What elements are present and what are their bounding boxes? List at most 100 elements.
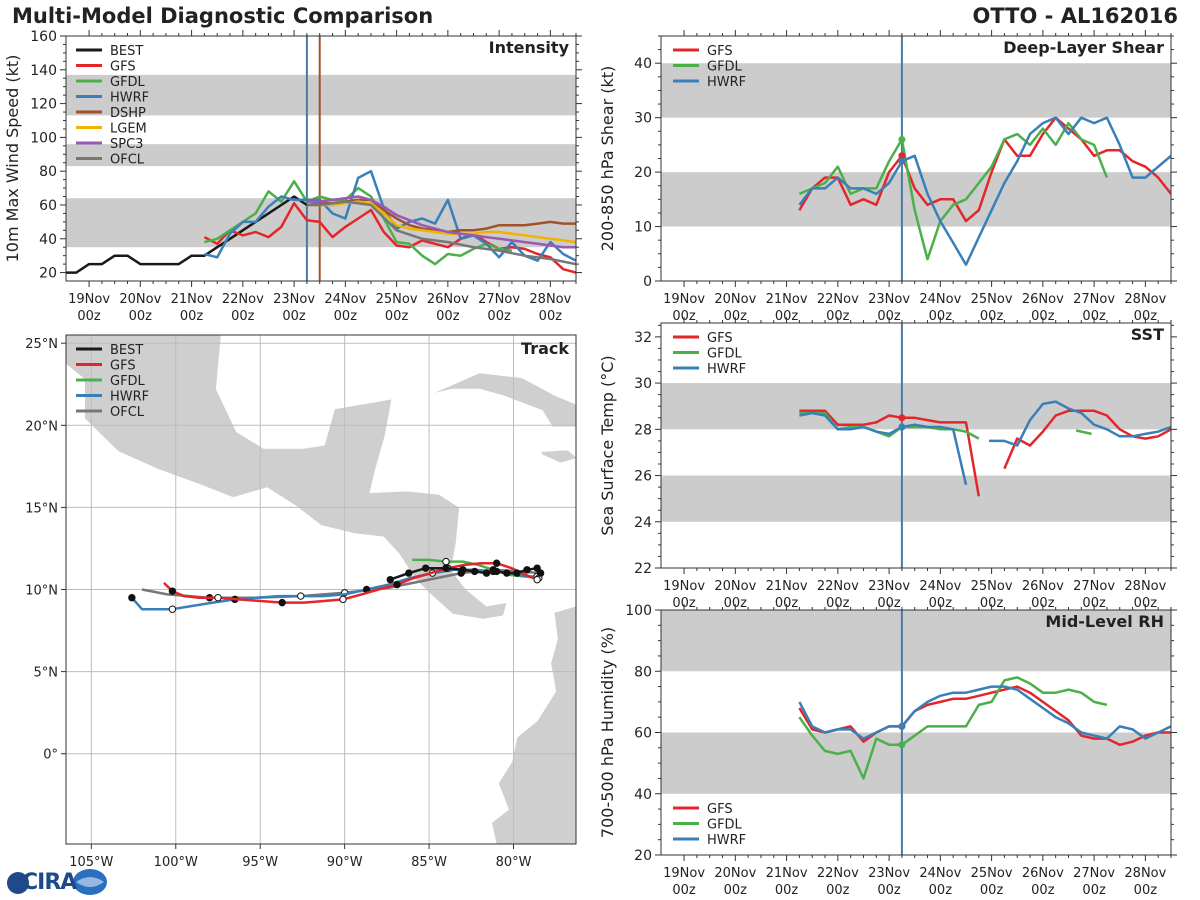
track-point-hwrf [128, 594, 136, 602]
x-tick-label: 00z [877, 883, 901, 898]
y-tick-label: 80 [634, 664, 652, 680]
rh-panel: 19Nov 00z 20Nov 00z 21Nov 00z 22Nov 00z 23Nov 00z… [598, 603, 1177, 898]
sst-title: SST [1131, 325, 1164, 344]
rh-frame [660, 609, 1172, 856]
track-point-gfs [393, 580, 401, 589]
track-point-best [492, 567, 501, 576]
x-tick-label: 21Nov [766, 579, 808, 594]
legend-label-gfdl: GFDL [707, 60, 743, 75]
init-point-hwrf [898, 157, 906, 165]
y-tick-label: 32 [634, 330, 652, 346]
series-line-gfs [1003, 409, 1171, 470]
x-tick-label: 00z [385, 309, 409, 324]
shear-y-axis-label: 200-850 hPa Shear (kt) [598, 66, 617, 252]
legend-label-hwrf: HWRF [707, 75, 746, 90]
x-tick-label: 00z [1031, 883, 1055, 898]
track-point-best [513, 569, 521, 577]
legend-label-hwrf: HWRF [707, 833, 746, 848]
y-tick-label: 20 [634, 848, 652, 864]
x-tick-label: 00z [1031, 596, 1055, 611]
track-point-gfs [492, 559, 501, 567]
series-line-hwrf [798, 116, 1171, 266]
x-tick-label: 24Nov [919, 866, 961, 881]
x-tick-label: 00z [672, 596, 696, 611]
track-point-hwrf [168, 605, 177, 613]
x-tick-label: 19Nov [663, 579, 705, 594]
series-line-spc3 [306, 195, 576, 249]
track-x-tick-label: 90°W [327, 855, 363, 870]
x-tick-label: 20Nov [714, 866, 756, 881]
x-tick-label: 22Nov [222, 292, 264, 307]
series-line-hwrf [799, 411, 968, 486]
rh-y-axis-label: 700-500 hPa Humidity (%) [598, 627, 617, 838]
x-tick-label: 00z [980, 596, 1004, 611]
x-tick-label: 00z [1134, 309, 1158, 324]
x-tick-label: 00z [334, 309, 358, 324]
x-tick-label: 00z [1134, 596, 1158, 611]
x-tick-label: 00z [1031, 309, 1055, 324]
sst-panel: 19Nov 00z 20Nov 00z 21Nov 00z 22Nov 00z 23Nov 00z… [598, 317, 1177, 611]
sst-plot-bg [661, 323, 1171, 568]
rh-series [798, 676, 1171, 780]
intensity-shade-band [66, 74, 576, 116]
x-tick-label: 00z [826, 596, 850, 611]
sst-shade-band [661, 383, 1171, 430]
x-tick-label: 19Nov [663, 292, 705, 307]
intensity-y-axis-label: 10m Max Wind Speed (kt) [3, 55, 22, 263]
y-tick-label: 160 [30, 29, 57, 45]
x-tick-label: 26Nov [1022, 579, 1064, 594]
series-line-gfdl [204, 180, 513, 266]
init-point-gfdl [898, 135, 906, 143]
y-tick-label: 10 [634, 220, 652, 236]
init-point-gfs [898, 152, 906, 160]
x-tick-label: 00z [724, 309, 748, 324]
track-point-best [422, 564, 430, 572]
shear-shade-band [661, 63, 1171, 118]
track-x-tick-label: 95°W [242, 855, 278, 870]
x-tick-label: 22Nov [817, 292, 859, 307]
x-tick-label: 00z [775, 596, 799, 611]
x-tick-label: 28Nov [1124, 579, 1166, 594]
rh-shade-band [661, 610, 1171, 672]
track-y-tick-label: 25°N [25, 337, 58, 352]
x-tick-label: 00z [282, 309, 306, 324]
init-point-gfdl [898, 741, 906, 749]
series-line-gfdl [798, 121, 1109, 261]
legend-label-gfdl: GFDL [110, 75, 146, 90]
x-tick-label: 00z [826, 883, 850, 898]
x-tick-label: 21Nov [766, 292, 808, 307]
y-tick-label: 26 [634, 469, 652, 485]
x-tick-label: 23Nov [868, 866, 910, 881]
x-tick-label: 00z [487, 309, 511, 324]
storm-id-title: OTTO - AL162016 [972, 4, 1178, 28]
intensity-frame [65, 35, 577, 282]
series-line-gfs [799, 409, 981, 497]
track-series [128, 557, 545, 613]
track-point-best [459, 566, 467, 574]
track-panel: 105°W 100°W 95°W 90°W 85°W 80°W 0° 5°N 10°N 15°N 2… [25, 334, 577, 870]
x-tick-label: 21Nov [766, 866, 808, 881]
cira-logo-text: CIRA [22, 870, 77, 895]
legend-label-hwrf: HWRF [707, 362, 746, 377]
shear-panel: 19Nov 00z 20Nov 00z 21Nov 00z 22Nov 00z 23Nov 00z… [598, 30, 1177, 324]
legend-label-gfs: GFS [707, 802, 733, 817]
series-line-hwrf [798, 685, 1171, 740]
x-tick-label: 00z [929, 883, 953, 898]
shear-title: Deep-Layer Shear [1003, 38, 1164, 57]
y-tick-label: 140 [30, 63, 57, 79]
x-tick-label: 00z [180, 309, 204, 324]
series-line-ofcl [306, 200, 576, 266]
x-tick-label: 20Nov [714, 292, 756, 307]
y-tick-label: 22 [634, 561, 652, 577]
y-tick-label: 20 [39, 266, 57, 282]
x-tick-label: 28Nov [1124, 866, 1166, 881]
x-tick-label: 00z [724, 596, 748, 611]
sst-frame [660, 322, 1172, 569]
x-tick-label: 00z [775, 309, 799, 324]
shear-series [798, 116, 1171, 266]
x-tick-label: 28Nov [1124, 292, 1166, 307]
x-tick-label: 25Nov [971, 579, 1013, 594]
init-point-gfs [898, 414, 906, 422]
mexico-central-america-land [66, 335, 576, 844]
rh-shade-band [661, 732, 1171, 794]
